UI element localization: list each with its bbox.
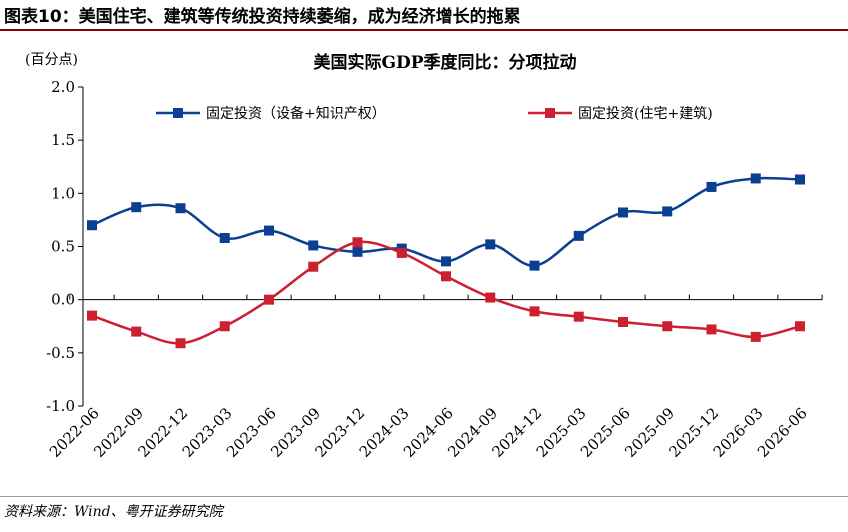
data-point-marker xyxy=(87,310,97,321)
y-tick-label: 1.0 xyxy=(51,184,75,202)
series-1 xyxy=(87,173,805,271)
data-point-marker xyxy=(131,202,142,213)
data-point-marker xyxy=(264,294,274,305)
legend-label: 固定投资(住宅+建筑) xyxy=(578,106,713,122)
data-point-marker xyxy=(396,247,407,258)
data-point-marker xyxy=(441,271,451,282)
legend: 固定投资（设备+知识产权） 固定投资(住宅+建筑) xyxy=(156,105,713,122)
y-tick-label: 0.5 xyxy=(51,238,75,256)
data-point-marker xyxy=(485,239,496,250)
data-point-marker xyxy=(750,173,761,184)
title-rule xyxy=(0,29,848,31)
data-point-marker xyxy=(750,331,761,342)
legend-label: 固定投资（设备+知识产权） xyxy=(206,105,386,122)
y-tick-label: 2.0 xyxy=(51,78,75,96)
series-line xyxy=(91,176,801,267)
data-point-marker xyxy=(87,220,97,231)
y-tick-label: -1.0 xyxy=(46,397,75,415)
data-point-marker xyxy=(529,260,540,271)
data-point-marker xyxy=(573,230,584,241)
data-point-marker xyxy=(308,261,319,272)
data-point-marker xyxy=(219,321,230,332)
source-note: 资料来源：Wind、粤开证券研究院 xyxy=(4,504,223,520)
series-layer xyxy=(87,173,805,349)
data-point-marker xyxy=(795,321,805,332)
data-point-marker xyxy=(264,225,274,236)
data-point-marker xyxy=(529,306,540,317)
y-tick-label: 0.0 xyxy=(51,291,75,309)
figure-title: 图表10：美国住宅、建筑等传统投资持续萎缩，成为经济增长的拖累 xyxy=(4,7,521,27)
data-point-marker xyxy=(131,326,142,337)
data-point-marker xyxy=(352,237,363,248)
data-point-marker xyxy=(618,207,628,218)
data-point-marker xyxy=(618,316,628,327)
x-tick-label: 2026-06 xyxy=(754,404,811,461)
data-point-marker xyxy=(441,256,451,267)
data-point-marker xyxy=(706,324,717,335)
data-point-marker xyxy=(485,292,496,303)
y-tick-label: 1.5 xyxy=(51,131,75,149)
data-point-marker xyxy=(662,321,673,332)
data-point-marker xyxy=(219,232,230,243)
legend-marker xyxy=(173,108,183,118)
data-point-marker xyxy=(175,338,186,349)
legend-item-2: 固定投资(住宅+建筑) xyxy=(528,106,713,122)
data-point-marker xyxy=(662,206,673,217)
data-point-marker xyxy=(573,311,584,322)
chart-canvas: (百分点) 美国实际GDP季度同比：分项拉动 2.0 1.5 1.0 0.5 0.0 -0… xyxy=(25,52,823,461)
data-point-marker xyxy=(706,181,717,192)
chart-title: 美国实际GDP季度同比：分项拉动 xyxy=(313,52,576,73)
source-rule xyxy=(0,496,848,497)
data-point-marker xyxy=(308,240,319,251)
y-tick-label: -0.5 xyxy=(46,344,75,362)
series-2 xyxy=(87,237,805,349)
data-point-marker xyxy=(175,203,186,214)
y-axis-unit-label: (百分点) xyxy=(25,52,78,68)
legend-marker xyxy=(545,108,555,118)
data-point-marker xyxy=(795,174,805,185)
data-point-marker xyxy=(352,246,363,257)
legend-item-1: 固定投资（设备+知识产权） xyxy=(156,105,386,122)
